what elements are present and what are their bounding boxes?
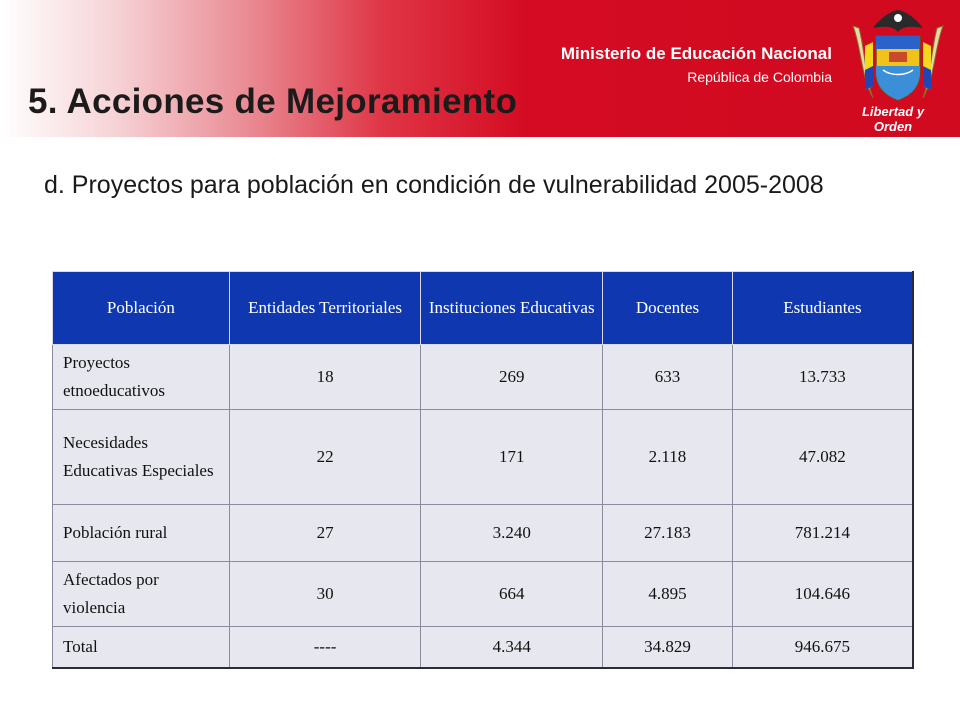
row-label: Población rural [52,504,230,562]
row-label: Necesidades Educativas Especiales [52,409,230,505]
row-label: Proyectos etnoeducativos [52,344,230,410]
table-cell: 781.214 [731,504,914,562]
column-header-docentes: Docentes [602,271,733,345]
table-cell: 2.118 [602,409,733,505]
vulnerable-population-table: Población Entidades Territoriales Instit… [52,271,914,669]
ministry-name: Ministerio de Educación Nacional [560,44,832,63]
table-cell: 664 [420,561,604,627]
table-cell: 22 [228,409,422,505]
table-cell: 27 [228,504,422,562]
table-row: Afectados por violencia 30 664 4.895 104… [52,561,914,627]
column-header-estudiantes: Estudiantes [731,271,914,345]
page-title: 5. Acciones de Mejoramiento [28,82,518,121]
table-cell: 34.829 [602,626,733,669]
motto-text: Libertad y Orden [861,104,925,134]
table-row-total: Total ---- 4.344 34.829 946.675 [52,626,914,669]
table-cell: 18 [228,344,422,410]
table-cell: 4.895 [602,561,733,627]
table-cell: 946.675 [731,626,914,669]
table-cell: 3.240 [420,504,604,562]
table-row: Población rural 27 3.240 27.183 781.214 [52,504,914,562]
data-table: Población Entidades Territoriales Instit… [52,271,914,669]
table-cell: 171 [420,409,604,505]
header-band [0,0,960,137]
table-cell: 104.646 [731,561,914,627]
table-cell: 47.082 [731,409,914,505]
table-cell: 633 [602,344,733,410]
ministry-block: Ministerio de Educación Nacional Repúbli… [561,44,832,87]
row-label: Total [52,626,230,669]
row-label: Afectados por violencia [52,561,230,627]
colombia-coat-of-arms-icon [852,10,944,101]
table-header-row: Población Entidades Territoriales Instit… [52,271,914,345]
table-cell: 269 [420,344,604,410]
column-header-poblacion: Población [52,271,230,345]
column-header-entidades: Entidades Territoriales [228,271,422,345]
table-row: Proyectos etnoeducativos 18 269 633 13.7… [52,344,914,410]
table-cell: 27.183 [602,504,733,562]
table-cell: 4.344 [420,626,604,669]
table-cell: 30 [228,561,422,627]
column-header-instituciones: Instituciones Educativas [420,271,604,345]
table-cell: 13.733 [731,344,914,410]
table-row: Necesidades Educativas Especiales 22 171… [52,409,914,505]
table-cell: ---- [228,626,422,669]
subtitle: d. Proyectos para población en condición… [44,171,824,199]
country-name: República de Colombia [687,69,832,85]
